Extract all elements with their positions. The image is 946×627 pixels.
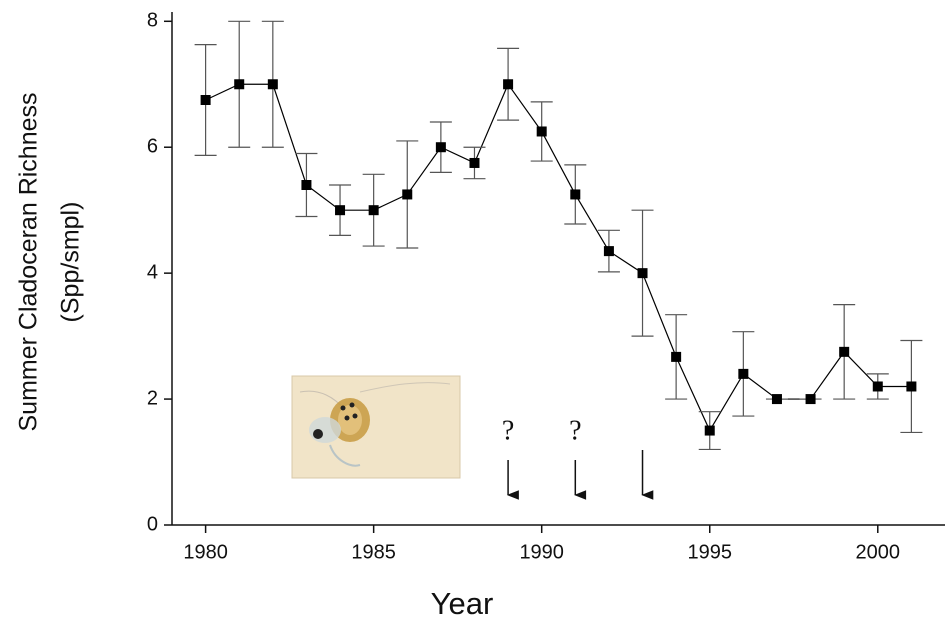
y-tick-label: 4 bbox=[147, 261, 158, 283]
data-line bbox=[205, 83, 912, 432]
data-point bbox=[603, 246, 614, 257]
annotation: ? bbox=[502, 415, 514, 446]
data-point bbox=[234, 79, 245, 90]
x-tick-label: 1980 bbox=[183, 541, 228, 563]
data-point bbox=[570, 189, 581, 200]
x-tick-label: 2000 bbox=[856, 541, 901, 563]
data-point bbox=[671, 351, 682, 362]
data-point bbox=[771, 394, 782, 405]
data-point bbox=[200, 95, 211, 105]
data-point bbox=[335, 205, 346, 216]
y-tick-label: 0 bbox=[147, 513, 158, 535]
data-point bbox=[469, 157, 480, 168]
data-point bbox=[738, 368, 749, 379]
x-axis-title: Year bbox=[431, 586, 494, 621]
data-point bbox=[301, 180, 312, 190]
x-tick-label: 1995 bbox=[687, 541, 732, 563]
x-tick-label: 1990 bbox=[519, 541, 564, 563]
data-point bbox=[637, 268, 648, 279]
y-axis-title: (Spp/smpl) bbox=[57, 202, 85, 323]
data-point bbox=[906, 381, 917, 392]
data-point bbox=[435, 142, 446, 153]
data-point bbox=[839, 346, 850, 357]
data-point bbox=[267, 79, 278, 90]
data-point bbox=[503, 79, 514, 90]
inset-image bbox=[291, 375, 461, 479]
annotation: ? bbox=[569, 415, 581, 446]
y-tick-label: 8 bbox=[147, 10, 158, 32]
data-point bbox=[872, 381, 883, 392]
data-point bbox=[402, 189, 413, 200]
data-point bbox=[805, 394, 816, 405]
x-tick-label: 1985 bbox=[351, 541, 396, 563]
y-axis-title: Summer Cladoceran Richness bbox=[15, 92, 43, 431]
y-tick-label: 2 bbox=[147, 387, 158, 409]
data-point bbox=[704, 425, 715, 436]
data-point bbox=[536, 126, 547, 137]
y-tick-label: 6 bbox=[147, 136, 158, 158]
data-point bbox=[368, 205, 379, 216]
